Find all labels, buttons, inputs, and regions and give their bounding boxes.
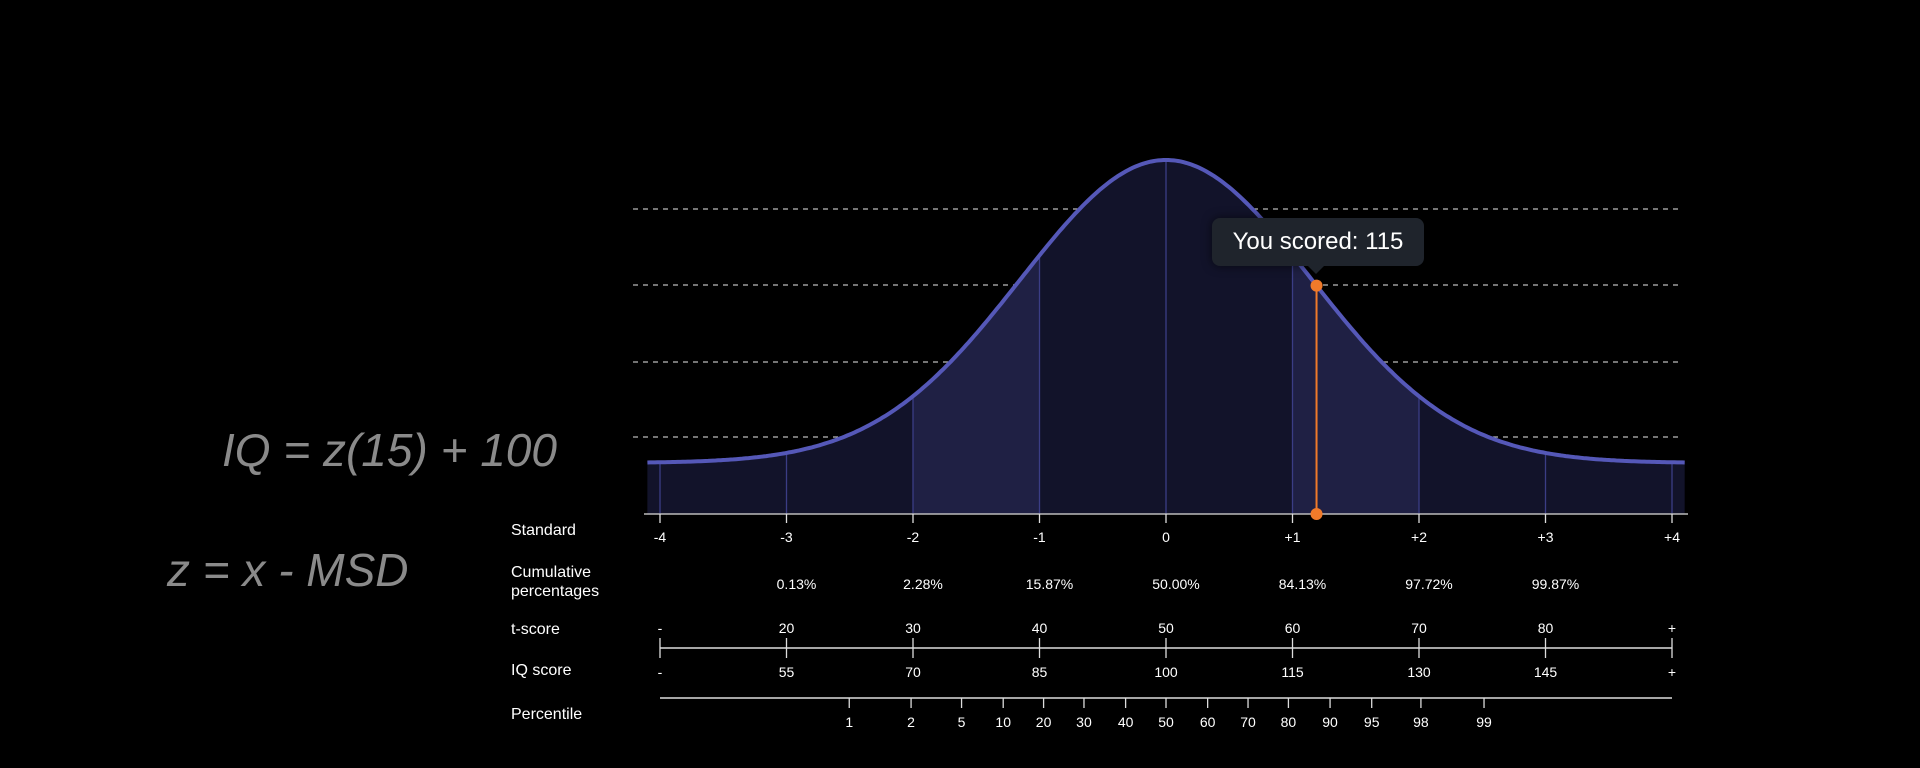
percentile-label: 60 bbox=[1200, 714, 1216, 730]
standard-tick-label: +4 bbox=[1664, 529, 1680, 545]
iq-score-label: 70 bbox=[905, 664, 921, 680]
percentile-label: 2 bbox=[907, 714, 915, 730]
standard-tick-label: +3 bbox=[1538, 529, 1554, 545]
percentile-label: 40 bbox=[1118, 714, 1134, 730]
standard-tick-label: -3 bbox=[780, 529, 793, 545]
cumulative-percentage-label: 84.13% bbox=[1279, 576, 1326, 592]
iq-score-label: 145 bbox=[1534, 664, 1558, 680]
percentile-label: 80 bbox=[1281, 714, 1297, 730]
t-score-label: 50 bbox=[1158, 620, 1174, 636]
iq-score-label: 130 bbox=[1407, 664, 1431, 680]
percentile-label: 20 bbox=[1036, 714, 1052, 730]
t-score-label: 30 bbox=[905, 620, 921, 636]
t-score-label: 40 bbox=[1032, 620, 1048, 636]
standard-tick-label: +2 bbox=[1411, 529, 1427, 545]
cumulative-percentage-label: 0.13% bbox=[777, 576, 817, 592]
score-marker-top-dot bbox=[1310, 279, 1323, 292]
standard-tick-label: -1 bbox=[1033, 529, 1046, 545]
percentile-label: 30 bbox=[1076, 714, 1092, 730]
percentile-label: 50 bbox=[1158, 714, 1174, 730]
t-score-label: - bbox=[658, 620, 663, 636]
cumulative-percentage-label: 50.00% bbox=[1152, 576, 1199, 592]
iq-score-label: 100 bbox=[1154, 664, 1178, 680]
iq-formula: IQ = z(15) + 100 bbox=[222, 424, 557, 476]
t-score-label: 20 bbox=[779, 620, 795, 636]
t-score-label: + bbox=[1668, 620, 1676, 636]
score-tooltip: You scored: 115 bbox=[1212, 218, 1424, 274]
score-marker-bottom-dot bbox=[1310, 508, 1323, 520]
percentile-label: 90 bbox=[1322, 714, 1338, 730]
t-score-label: 70 bbox=[1411, 620, 1427, 636]
iq-score-label: - bbox=[658, 664, 663, 680]
iq-score-label: 115 bbox=[1281, 664, 1304, 680]
cumulative-percentage-label: 2.28% bbox=[903, 576, 943, 592]
row-label-t-score: t-score bbox=[511, 621, 560, 638]
row-label-cumulative: Cumulative percentages bbox=[511, 564, 600, 600]
standard-tick-label: +1 bbox=[1285, 529, 1301, 545]
percentile-label: 5 bbox=[958, 714, 966, 730]
percentile-label: 1 bbox=[845, 714, 853, 730]
percentile-label: 99 bbox=[1476, 714, 1492, 730]
percentile-label: 95 bbox=[1364, 714, 1380, 730]
t-score-label: 60 bbox=[1285, 620, 1301, 636]
standard-tick-label: -4 bbox=[654, 529, 667, 545]
row-label-standard: Standard bbox=[511, 522, 576, 539]
row-label-percentile: Percentile bbox=[511, 706, 583, 723]
iq-score-label: 85 bbox=[1032, 664, 1048, 680]
cumulative-percentage-label: 97.72% bbox=[1405, 576, 1452, 592]
row-label-iq-score: IQ score bbox=[511, 662, 572, 679]
standard-tick-label: 0 bbox=[1162, 529, 1170, 545]
cumulative-percentage-label: 15.87% bbox=[1026, 576, 1073, 592]
highlighted-band bbox=[913, 255, 1040, 514]
iq-score-label: 55 bbox=[779, 664, 795, 680]
percentile-label: 98 bbox=[1413, 714, 1429, 730]
standard-tick-label: -2 bbox=[907, 529, 920, 545]
highlighted-band bbox=[1292, 255, 1419, 514]
percentile-label: 10 bbox=[995, 714, 1011, 730]
t-score-label: 80 bbox=[1538, 620, 1554, 636]
z-formula: z = x - MSD bbox=[167, 544, 409, 596]
iq-score-label: + bbox=[1668, 664, 1676, 680]
percentile-label: 70 bbox=[1240, 714, 1256, 730]
bell-curve-line bbox=[647, 158, 1685, 465]
cumulative-percentage-label: 99.87% bbox=[1532, 576, 1579, 592]
